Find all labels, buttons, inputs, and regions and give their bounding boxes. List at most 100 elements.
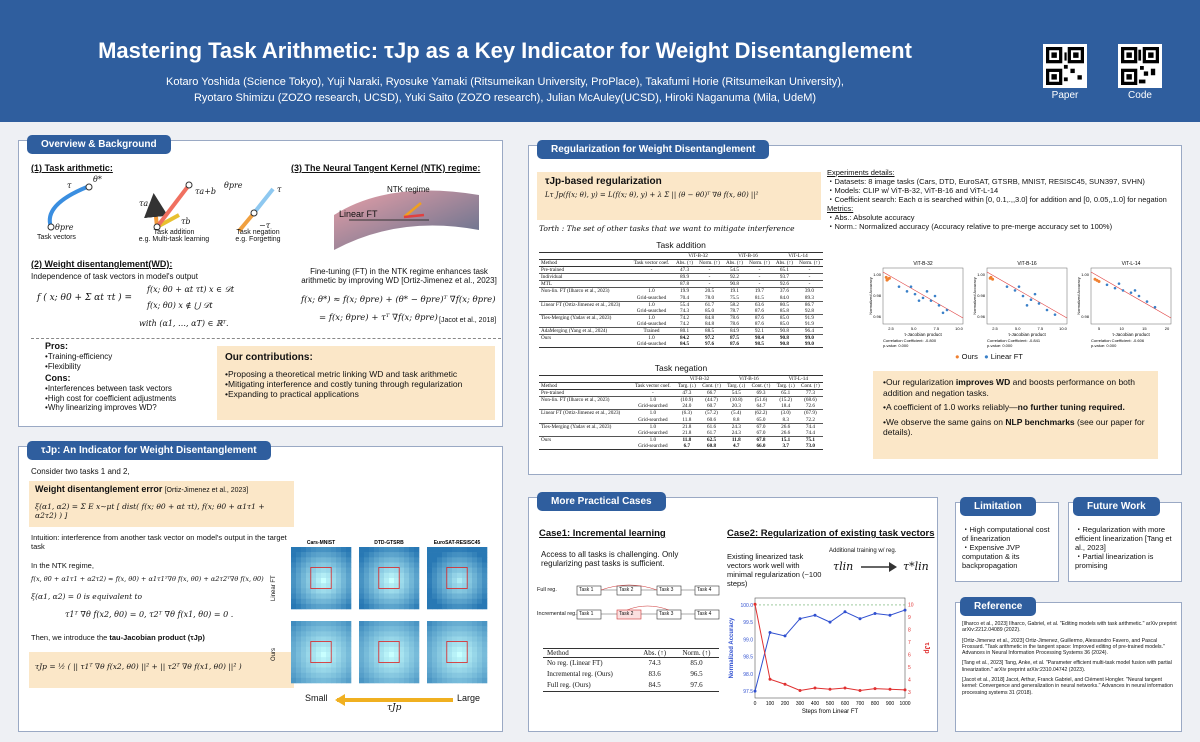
heatmap-cell xyxy=(404,631,410,637)
case1-description: Access to all tasks is challenging. Only… xyxy=(541,550,679,568)
heatmap-cell xyxy=(341,562,347,568)
heatmap-cell xyxy=(399,672,405,679)
heatmap-cell xyxy=(316,562,322,568)
y-axis-label: Normalized Accuracy xyxy=(972,277,977,315)
heatmap-cell xyxy=(404,603,410,610)
theta-pre-label: θpre xyxy=(55,223,74,232)
heatmap-cell xyxy=(477,636,483,642)
heatmap-cell xyxy=(462,662,468,668)
heatmap-cell xyxy=(311,672,317,679)
linear-ft-point xyxy=(917,299,921,302)
heatmap-cell xyxy=(447,626,453,632)
series-point xyxy=(888,613,892,617)
heatmap-cell xyxy=(467,657,473,663)
heatmap-cell xyxy=(326,646,332,653)
heatmap-cell xyxy=(414,583,420,589)
reference-item: [Jacot et al., 2018] Jacot, Arthur, Fran… xyxy=(962,677,1173,696)
heatmap-cell xyxy=(311,652,317,658)
heatmap-cell xyxy=(457,641,463,648)
heatmap-cell xyxy=(414,572,420,579)
heatmap-cell xyxy=(482,677,488,684)
heatmap-cell xyxy=(472,588,478,594)
heatmap-cell xyxy=(432,578,438,584)
incremental-diagram xyxy=(576,584,720,620)
code-qr[interactable]: Code xyxy=(1118,44,1162,102)
heatmap-cell xyxy=(306,677,312,684)
column-header: Abs. (↑) xyxy=(635,648,674,659)
heatmap-cell xyxy=(336,657,342,663)
heatmap-cell xyxy=(326,557,332,563)
heatmap-cell xyxy=(301,557,307,563)
heatmap-cell xyxy=(331,672,337,679)
heatmap-cell xyxy=(447,652,453,658)
y-tick-label: 1.00 xyxy=(977,272,986,277)
table-cell: 66.7 xyxy=(707,390,717,397)
heatmap-cell xyxy=(326,588,332,594)
heatmap-cell xyxy=(336,662,342,668)
heatmap-cell xyxy=(384,598,390,605)
column-header: Abs. (↑) xyxy=(772,259,796,268)
heatmap-cell xyxy=(404,567,410,574)
heatmap-cell xyxy=(404,657,410,663)
paper-qr[interactable]: Paper xyxy=(1043,44,1087,102)
authors: Kotaro Yoshida (Science Tokyo), Yuji Nar… xyxy=(0,74,1010,106)
table-cell: Grid-searched xyxy=(638,403,668,410)
task-vector-arrow xyxy=(47,185,88,228)
heatmap-cell xyxy=(414,646,420,653)
table-cell: 87.6 xyxy=(754,320,764,327)
heatmap-cell xyxy=(404,662,410,668)
heatmap-cell xyxy=(457,636,463,642)
heatmap-cell xyxy=(482,662,488,668)
heatmap-cell xyxy=(346,646,352,653)
heatmap-cell xyxy=(432,562,438,568)
taujp-panel: τJp: An Indicator for Weight Disentangle… xyxy=(18,441,503,732)
heatmap-cell xyxy=(311,621,317,627)
heatmap-cell xyxy=(331,641,337,648)
table-row: MTL 87.8-90.8-92.6- xyxy=(539,280,823,288)
heatmap-cell xyxy=(457,657,463,663)
heatmap-cell xyxy=(359,552,365,558)
heatmap-cell xyxy=(404,636,410,642)
heatmap-cell xyxy=(374,593,380,599)
heatmap-cell xyxy=(442,578,448,584)
heatmap-cell xyxy=(437,567,443,574)
heatmap-cell xyxy=(291,677,297,684)
heatmap-cell xyxy=(457,603,463,610)
table-cell: 60.8 xyxy=(707,442,717,449)
table-cell: 88.5 xyxy=(696,327,724,335)
heatmap-cell xyxy=(326,567,332,574)
heatmap-cell xyxy=(296,646,302,653)
heatmap-cell xyxy=(291,621,297,627)
heatmap-cell xyxy=(341,646,347,653)
y-tick-label: 99.5 xyxy=(743,620,753,626)
heatmap-cell xyxy=(336,641,342,648)
heatmap-cell xyxy=(457,667,463,673)
heatmap-cell xyxy=(311,562,317,568)
heatmap-cell xyxy=(326,572,332,579)
heatmap-cell xyxy=(394,562,400,568)
heatmap-cell xyxy=(384,626,390,632)
taujp-box: τJp = ½ ( || τ1ᵀ ∇θ f(x2, θ0) ||² + || τ… xyxy=(29,652,294,688)
x-tick-label: 900 xyxy=(886,701,895,707)
heatmap-cell xyxy=(427,636,433,642)
heatmap-cell xyxy=(427,572,433,579)
heatmap-cell xyxy=(467,593,473,599)
y-axis-label: Normalized Accuracy xyxy=(868,277,873,315)
table-cell: 47.3 xyxy=(682,390,692,397)
heatmap-cell xyxy=(482,567,488,574)
heatmap-cell xyxy=(311,667,317,673)
heatmap-cell xyxy=(394,552,400,558)
y2-tick-label: 10 xyxy=(908,602,914,608)
table-cell: 69.3 xyxy=(756,390,766,397)
heatmap-cell xyxy=(341,662,347,668)
heatmap-cell xyxy=(462,603,468,610)
heatmap-cell xyxy=(472,567,478,574)
heatmap-cell xyxy=(341,593,347,599)
heatmap-cell xyxy=(482,598,488,605)
column-header: Cont. (↑) xyxy=(797,382,823,391)
heatmap-cell xyxy=(472,547,478,553)
table-cell: 72.2 xyxy=(805,416,815,423)
heatmap-cell xyxy=(482,667,488,673)
heatmap-region-box xyxy=(378,641,400,663)
table-cell: 26.6 xyxy=(781,429,791,436)
